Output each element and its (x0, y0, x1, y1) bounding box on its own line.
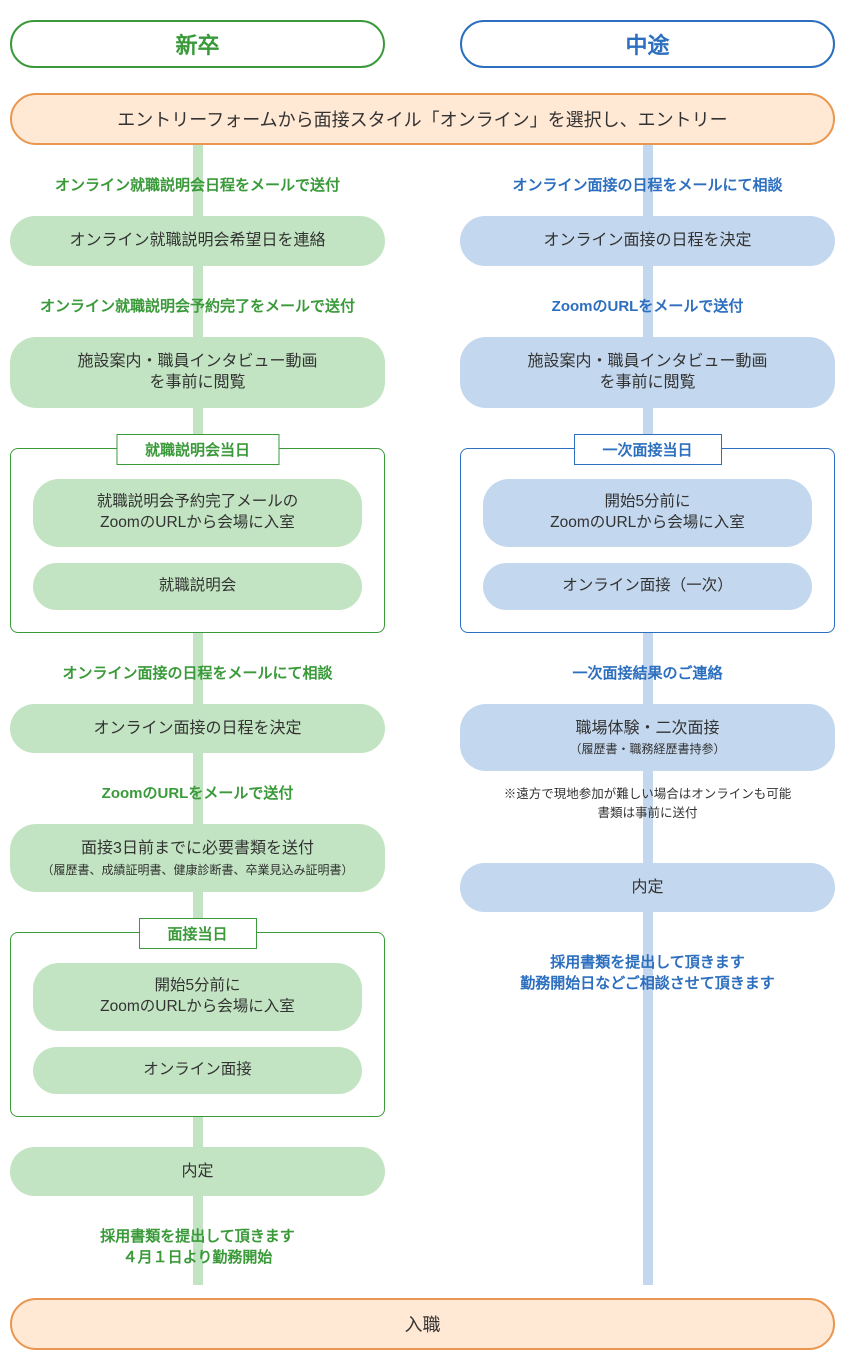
right-s3-box-sub: （履歴書・職務経歴書持参） (569, 741, 725, 757)
left-tail: 採用書類を提出して頂きます ４月１日より勤務開始 (100, 1226, 295, 1268)
left-day1-a-l1: 就職説明会予約完了メールの (97, 493, 299, 510)
right-day1-a: 開始5分前に ZoomのURLから会場に入室 (483, 479, 812, 547)
right-note-l2: 書類は事前に送付 (597, 806, 697, 820)
left-day1-tab: 就職説明会当日 (116, 434, 279, 465)
right-day1-b: オンライン面接（一次） (483, 563, 812, 610)
right-tail-l1: 採用書類を提出して頂きます (550, 954, 745, 971)
right-tail-l2: 勤務開始日などご相談させて頂きます (520, 975, 775, 992)
left-s2-label: オンライン就職説明会予約完了をメールで送付 (40, 296, 355, 317)
left-day1-b: 就職説明会 (33, 563, 362, 610)
left-day2-a-l1: 開始5分前に (154, 977, 240, 994)
left-s4-label: ZoomのURLをメールで送付 (102, 783, 294, 804)
right-s1-label: オンライン面接の日程をメールにて相談 (512, 175, 782, 196)
left-tail-l1: 採用書類を提出して頂きます (100, 1228, 295, 1245)
right-s2-label: ZoomのURLをメールで送付 (552, 296, 744, 317)
right-tail: 採用書類を提出して頂きます 勤務開始日などご相談させて頂きます (520, 952, 775, 994)
column-mid-career: オンライン面接の日程をメールにて相談 オンライン面接の日程を決定 ZoomのUR… (460, 145, 835, 1298)
right-day1: 一次面接当日 開始5分前に ZoomのURLから会場に入室 オンライン面接（一次… (460, 448, 835, 633)
left-s4-box-l1: 面接3日前までに必要書類を送付 (81, 838, 314, 860)
flow-diagram: 新卒 中途 エントリーフォームから面接スタイル「オンライン」を選択し、エントリー… (10, 20, 835, 1350)
left-s4-box: 面接3日前までに必要書類を送付 （履歴書、成績証明書、健康診断書、卒業見込み証明… (10, 824, 385, 892)
left-s3-label: オンライン面接の日程をメールにて相談 (62, 663, 332, 684)
right-note-l1: ※遠方で現地参加が難しい場合はオンラインも可能 (504, 787, 792, 801)
right-day1-tab: 一次面接当日 (573, 434, 721, 465)
left-s5-box: 内定 (10, 1147, 385, 1197)
right-day1-a-l1: 開始5分前に (604, 493, 690, 510)
right-s2-box: 施設案内・職員インタビュー動画 を事前に閲覧 (460, 337, 835, 408)
right-note: ※遠方で現地参加が難しい場合はオンラインも可能 書類は事前に送付 (504, 785, 792, 823)
right-s3-box-l1: 職場体験・二次面接 (575, 718, 719, 740)
left-s1-label: オンライン就職説明会日程をメールで送付 (55, 175, 340, 196)
left-s2-box: 施設案内・職員インタビュー動画 を事前に閲覧 (10, 337, 385, 408)
entry-bar: エントリーフォームから面接スタイル「オンライン」を選択し、エントリー (10, 93, 835, 145)
left-day2: 面接当日 開始5分前に ZoomのURLから会場に入室 オンライン面接 (10, 932, 385, 1117)
final-bar: 入職 (10, 1298, 835, 1350)
left-day2-a: 開始5分前に ZoomのURLから会場に入室 (33, 963, 362, 1031)
left-day2-a-l2: ZoomのURLから会場に入室 (100, 998, 295, 1015)
left-day2-b: オンライン面接 (33, 1047, 362, 1094)
right-s1-box: オンライン面接の日程を決定 (460, 216, 835, 266)
left-day1-a-l2: ZoomのURLから会場に入室 (100, 514, 295, 531)
column-new-grad: オンライン就職説明会日程をメールで送付 オンライン就職説明会希望日を連絡 オンラ… (10, 145, 385, 1298)
left-s2-box-l1: 施設案内・職員インタビュー動画 (77, 351, 317, 373)
left-day2-tab: 面接当日 (138, 918, 256, 949)
left-day1-a: 就職説明会予約完了メールの ZoomのURLから会場に入室 (33, 479, 362, 547)
right-s3-box: 職場体験・二次面接 （履歴書・職務経歴書持参） (460, 704, 835, 772)
left-s2-box-l2: を事前に閲覧 (149, 372, 245, 394)
left-day1: 就職説明会当日 就職説明会予約完了メールの ZoomのURLから会場に入室 就職… (10, 448, 385, 633)
header-new-grad: 新卒 (10, 20, 385, 68)
right-s3-label: 一次面接結果のご連絡 (572, 663, 722, 684)
left-s1-box: オンライン就職説明会希望日を連絡 (10, 216, 385, 266)
right-s2-box-l2: を事前に閲覧 (599, 372, 695, 394)
left-s3-box: オンライン面接の日程を決定 (10, 704, 385, 754)
right-day1-a-l2: ZoomのURLから会場に入室 (550, 514, 745, 531)
right-s4-box: 内定 (460, 863, 835, 913)
left-tail-l2: ４月１日より勤務開始 (123, 1249, 273, 1266)
right-s2-box-l1: 施設案内・職員インタビュー動画 (527, 351, 767, 373)
header-mid-career: 中途 (460, 20, 835, 68)
left-s4-box-sub: （履歴書、成績証明書、健康診断書、卒業見込み証明書） (41, 862, 353, 878)
